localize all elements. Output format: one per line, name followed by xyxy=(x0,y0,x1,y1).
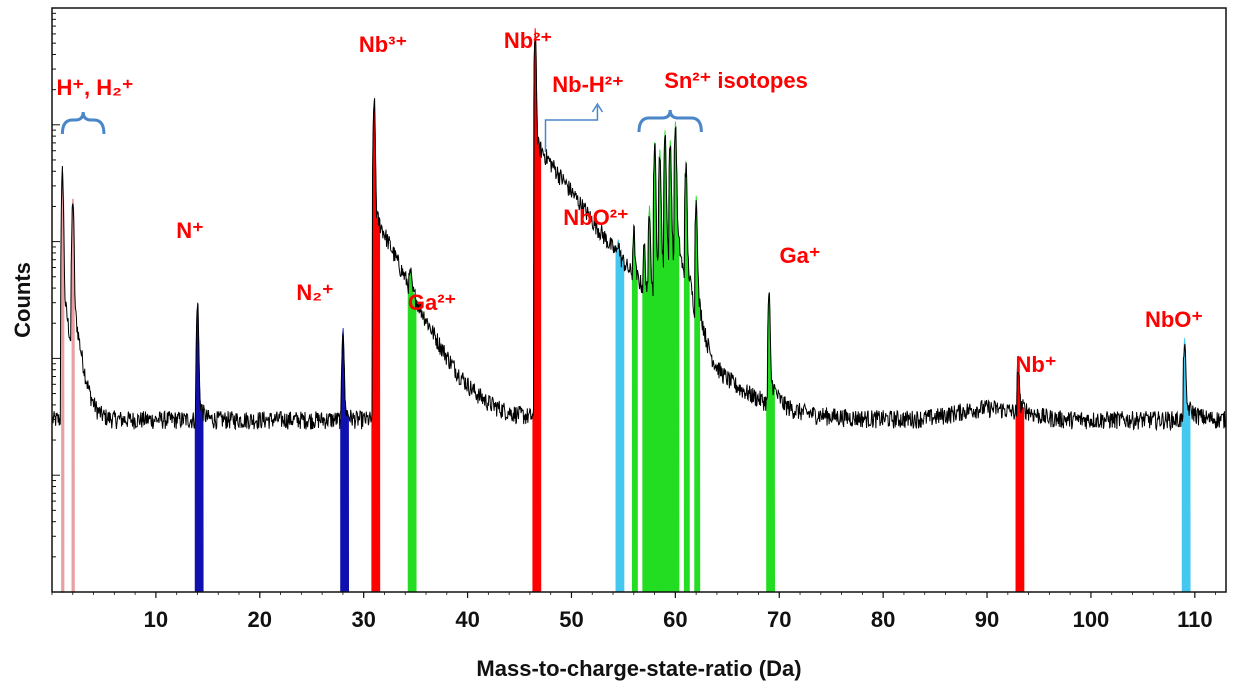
peak-h2-plus-1 xyxy=(71,198,75,593)
peak-h-plus-0 xyxy=(61,172,65,593)
arrow-line xyxy=(544,106,599,152)
x-axis: 10 20 30 40 50 60 70 80 90 100 110 xyxy=(51,592,1217,632)
plot-frame xyxy=(51,7,1227,593)
x-axis-title: Mass-to-charge-state-ratio (Da) xyxy=(476,656,801,681)
peak-nbo2-plus-7 xyxy=(615,239,625,593)
annotation-label: Nb⁺ xyxy=(1016,352,1057,377)
x-tick-label: 60 xyxy=(663,607,687,632)
x-tick-label: 80 xyxy=(871,607,895,632)
annotation-label: N⁺ xyxy=(176,218,204,243)
annotation-label: NbO²⁺ xyxy=(563,205,628,230)
peak-sn2-plus-13 xyxy=(663,130,670,593)
annotation-label: NbO⁺ xyxy=(1145,307,1203,332)
peak-sn2-plus-14 xyxy=(668,140,675,593)
x-tick-label: 70 xyxy=(767,607,791,632)
peak-annotations: H⁺, H₂⁺ N⁺ N₂⁺ Nb³⁺ Ga²⁺ Nb²⁺Nb-H²⁺ NbO²⁺ Sn²⁺ … xyxy=(57,28,1204,377)
annotation-label: N₂⁺ xyxy=(296,280,333,305)
peak-sn2-plus-12 xyxy=(657,149,664,593)
peak-sn2-plus-16 xyxy=(683,161,690,593)
spectrum-line xyxy=(52,37,1227,432)
annotation-label: H⁺, H₂⁺ xyxy=(57,75,134,100)
y-axis-title: Counts xyxy=(10,262,35,338)
annotation-label: Ga⁺ xyxy=(780,243,821,268)
annotation-label: Nb-H²⁺ xyxy=(552,72,623,97)
plot-area xyxy=(52,28,1227,593)
peak-sn2-plus-15 xyxy=(673,121,680,593)
bracket xyxy=(637,109,703,133)
peak-sn2-plus-9 xyxy=(642,243,649,593)
x-tick-label: 30 xyxy=(351,607,375,632)
bracket xyxy=(60,111,106,135)
annotation-label: Nb³⁺ xyxy=(359,32,407,57)
x-tick-label: 110 xyxy=(1177,607,1213,632)
x-tick-label: 10 xyxy=(144,607,168,632)
annotation-label: Nb²⁺ xyxy=(504,28,552,53)
arrow-head xyxy=(591,102,604,113)
x-tick-label: 40 xyxy=(455,607,479,632)
peak-ga2-plus-5 xyxy=(407,271,417,593)
x-tick-label: 90 xyxy=(975,607,999,632)
y-axis xyxy=(52,12,60,593)
x-tick-label: 100 xyxy=(1073,607,1110,632)
x-tick-label: 20 xyxy=(248,607,272,632)
annotation-label: Ga²⁺ xyxy=(408,290,456,315)
x-tick-label: 50 xyxy=(559,607,583,632)
annotation-label: Sn²⁺ isotopes xyxy=(664,68,808,93)
peak-sn2-plus-8 xyxy=(631,228,638,593)
